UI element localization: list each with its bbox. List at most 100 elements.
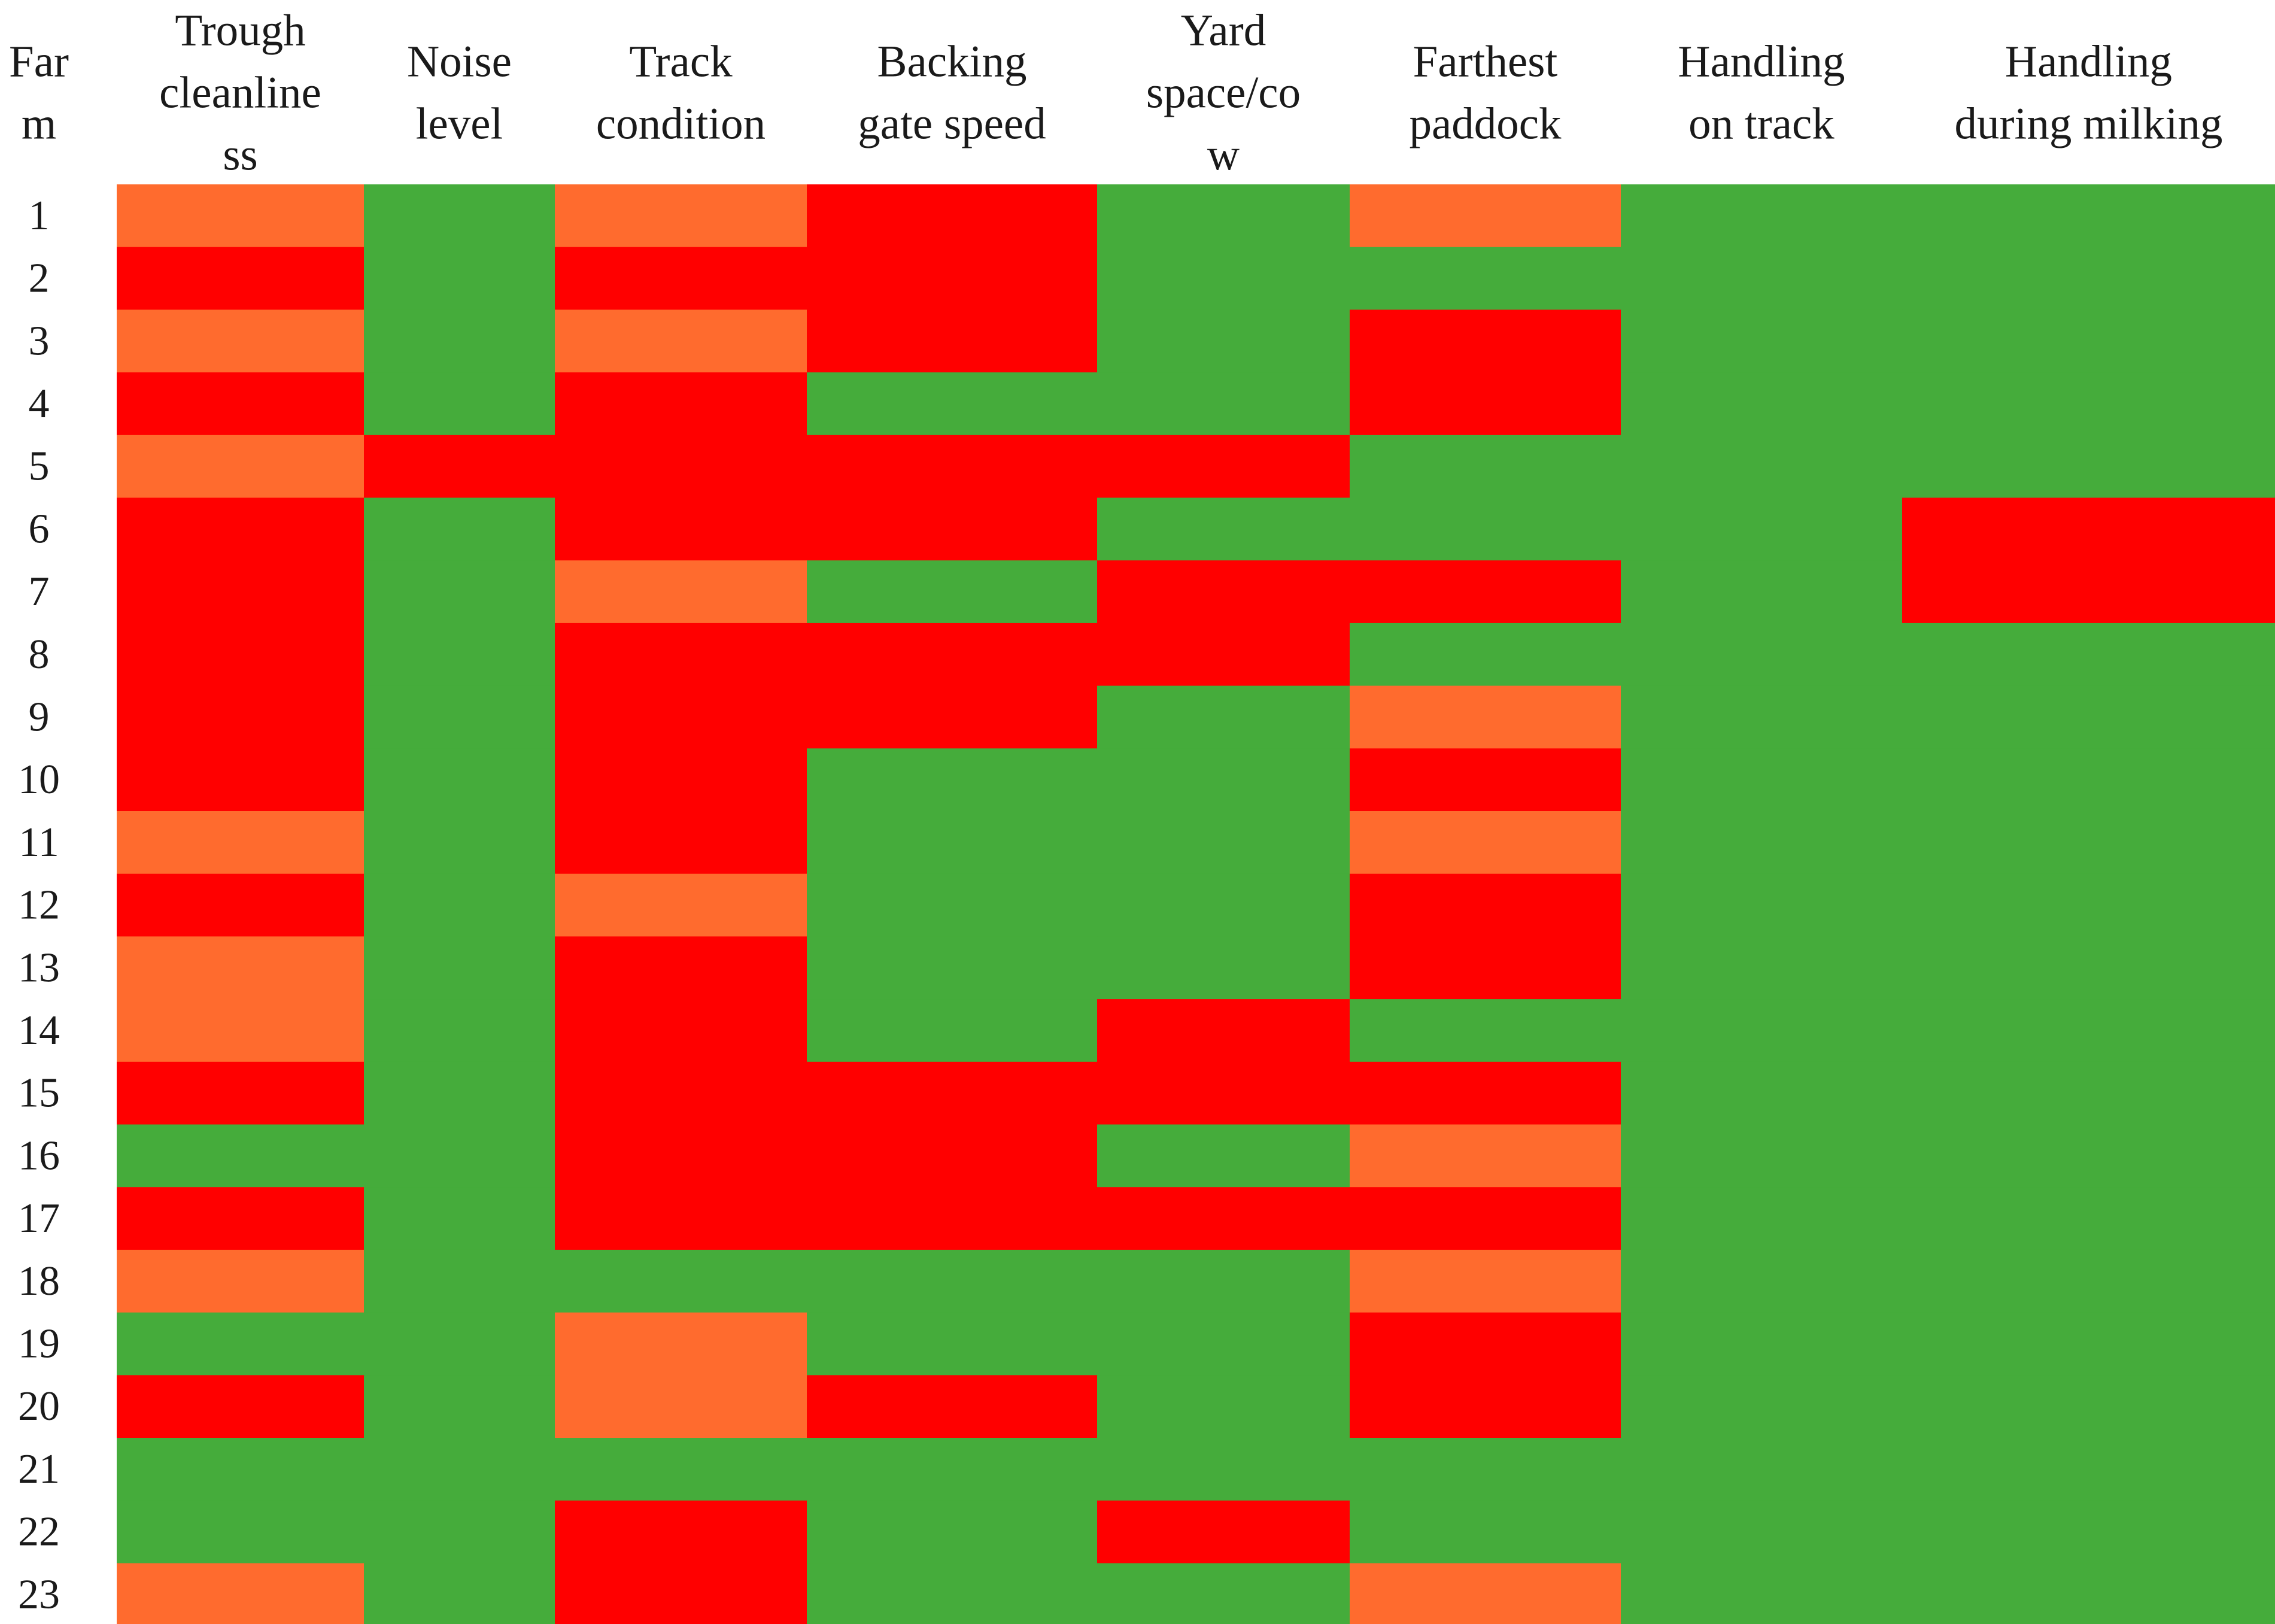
heatmap-cell (117, 999, 365, 1063)
heatmap-cell (1350, 247, 1621, 311)
heatmap-cell (555, 685, 807, 749)
heatmap-cell (1621, 1500, 1903, 1564)
heatmap-cell (807, 372, 1098, 436)
heatmap-cell (117, 873, 365, 937)
heatmap-cell (364, 1312, 555, 1376)
row-label: 1 (29, 193, 50, 239)
heatmap-cell (807, 1061, 1098, 1125)
heatmap-grid (117, 184, 2275, 1624)
heatmap-cell (1097, 309, 1350, 373)
heatmap-cell (117, 184, 365, 248)
heatmap-cell (364, 1061, 555, 1125)
heatmap-cell (1350, 560, 1621, 624)
heatmap-cell (807, 560, 1098, 624)
heatmap-cell (1902, 372, 2275, 436)
row-header-label: m (22, 99, 56, 149)
heatmap-cell (1097, 999, 1350, 1063)
heatmap-cell (1350, 623, 1621, 687)
heatmap-cell (117, 1061, 365, 1125)
column-header-label: ss (223, 130, 257, 180)
heatmap-cell (1621, 309, 1903, 373)
heatmap-cell (364, 1563, 555, 1624)
heatmap-cell (1097, 560, 1350, 624)
heatmap-cell (1350, 1061, 1621, 1125)
heatmap-cell (1621, 748, 1903, 812)
heatmap-cell (1621, 1563, 1903, 1624)
heatmap-cell (117, 560, 365, 624)
heatmap-cell (1902, 1500, 2275, 1564)
column-header-label: on track (1688, 99, 1834, 149)
heatmap-cell (364, 1500, 555, 1564)
row-label: 9 (29, 694, 50, 740)
heatmap-cell (1621, 372, 1903, 436)
heatmap-cell (1902, 811, 2275, 875)
heatmap-cell (555, 748, 807, 812)
row-label: 7 (29, 569, 50, 615)
heatmap-cell (555, 184, 807, 248)
heatmap-cell (1902, 184, 2275, 248)
heatmap-cell (807, 1375, 1098, 1438)
heatmap-cell (1350, 873, 1621, 937)
heatmap-cell (1350, 748, 1621, 812)
heatmap-cell (555, 1249, 807, 1313)
heatmap-cell (1902, 1438, 2275, 1501)
heatmap-cell (364, 247, 555, 311)
heatmap-cell (1902, 1312, 2275, 1376)
row-label: 14 (18, 1007, 60, 1054)
heatmap-cell (555, 560, 807, 624)
heatmap-cell (117, 247, 365, 311)
heatmap-cell (117, 936, 365, 1000)
heatmap-cell (117, 1500, 365, 1564)
heatmap-cell (364, 873, 555, 937)
heatmap-cell (364, 1249, 555, 1313)
heatmap-cell (1350, 497, 1621, 561)
column-header-label: w (1207, 130, 1240, 180)
heatmap-cell (117, 1438, 365, 1501)
heatmap-cell (1621, 1061, 1903, 1125)
heatmap-cell (117, 748, 365, 812)
heatmap-cell (1097, 1438, 1350, 1501)
heatmap-cell (1902, 1061, 2275, 1125)
heatmap-cell (364, 372, 555, 436)
heatmap-cell (807, 247, 1098, 311)
heatmap-cell (364, 184, 555, 248)
heatmap-cell (1902, 748, 2275, 812)
heatmap-cell (1902, 435, 2275, 499)
heatmap-cell (807, 497, 1098, 561)
heatmap-cell (1902, 560, 2275, 624)
heatmap-cell (1621, 1438, 1903, 1501)
row-label: 21 (18, 1446, 60, 1492)
heatmap-cell (1097, 936, 1350, 1000)
row-label: 4 (29, 381, 50, 427)
row-label: 15 (18, 1070, 60, 1116)
heatmap-cell (1621, 1187, 1903, 1250)
heatmap-cell (1350, 309, 1621, 373)
heatmap-cell (1902, 1563, 2275, 1624)
heatmap-cell (364, 560, 555, 624)
row-label: 16 (18, 1133, 60, 1179)
heatmap-cell (117, 685, 365, 749)
heatmap-cell (1902, 999, 2275, 1063)
heatmap-cell (1621, 685, 1903, 749)
heatmap-cell (1621, 936, 1903, 1000)
heatmap-cell (1097, 435, 1350, 499)
heatmap-cell (555, 873, 807, 937)
row-label: 11 (19, 819, 59, 866)
heatmap-cell (364, 309, 555, 373)
heatmap-cell (555, 372, 807, 436)
heatmap-cell (1350, 685, 1621, 749)
heatmap-cell (1097, 873, 1350, 937)
heatmap-cell (117, 1312, 365, 1376)
heatmap-cell (364, 999, 555, 1063)
heatmap-cell (555, 936, 807, 1000)
heatmap-cell (555, 247, 807, 311)
heatmap-cell (807, 1312, 1098, 1376)
row-label: 23 (18, 1571, 60, 1617)
heatmap-cell (117, 1375, 365, 1438)
heatmap-cell (1097, 1312, 1350, 1376)
heatmap-cell (1621, 497, 1903, 561)
heatmap-cell (1097, 748, 1350, 812)
column-header-label: during milking (1955, 99, 2223, 149)
heatmap-cell (1621, 873, 1903, 937)
